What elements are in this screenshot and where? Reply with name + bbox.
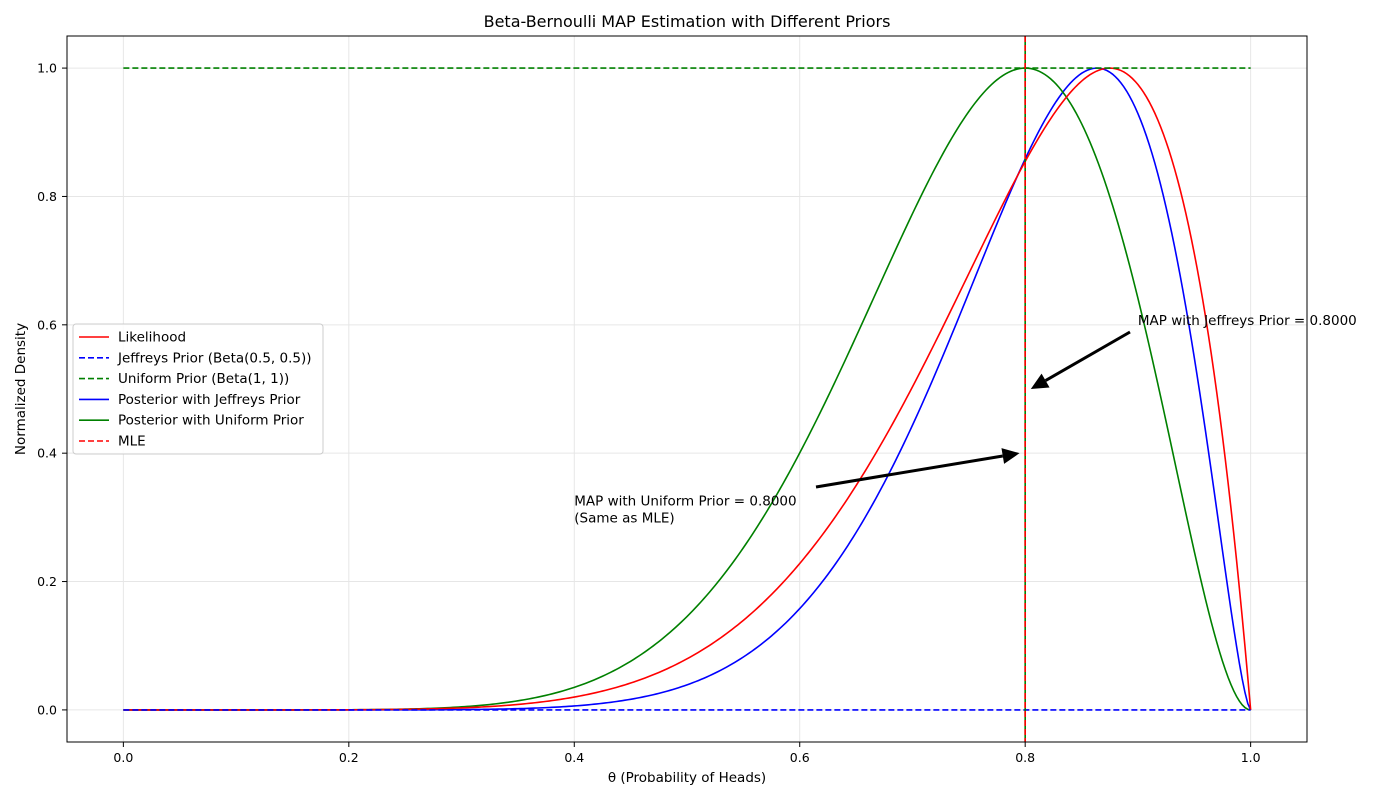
annotations: MAP with Uniform Prior = 0.8000(Same as … bbox=[574, 313, 1356, 527]
y-tick-label: 1.0 bbox=[37, 61, 57, 76]
legend-label: Jeffreys Prior (Beta(0.5, 0.5)) bbox=[117, 350, 312, 366]
x-tick-label: 0.0 bbox=[113, 750, 133, 765]
annotation-arrow bbox=[1044, 330, 1131, 382]
legend-label: Posterior with Uniform Prior bbox=[118, 413, 304, 429]
x-tick-label: 0.4 bbox=[564, 750, 584, 765]
y-tick-label: 0.6 bbox=[37, 317, 57, 332]
x-tick-label: 1.0 bbox=[1241, 750, 1261, 765]
y-axis-label: Normalized Density bbox=[13, 323, 29, 455]
x-tick-label: 0.6 bbox=[790, 750, 810, 765]
y-tick-label: 0.8 bbox=[37, 189, 57, 204]
y-tick-label: 0.0 bbox=[37, 702, 57, 717]
annotation-arrow bbox=[815, 454, 1004, 489]
x-axis-label: θ (Probability of Heads) bbox=[608, 770, 766, 786]
legend-label: MLE bbox=[118, 434, 146, 450]
legend-box bbox=[72, 323, 324, 455]
chart-title: Beta-Bernoulli MAP Estimation with Diffe… bbox=[484, 12, 891, 31]
annotation-arrowhead bbox=[1001, 448, 1020, 464]
annotation-arrowhead bbox=[1030, 373, 1050, 389]
axes-ticks: 0.0 0.2 0.4 0.6 0.8 1.0 0.0 0.2 0.4 0.6 0.8 1.0 bbox=[37, 61, 1261, 765]
annotation-text: MAP with Uniform Prior = 0.8000 bbox=[574, 493, 796, 509]
x-tick-label: 0.8 bbox=[1015, 750, 1035, 765]
annotation-subtext: (Same as MLE) bbox=[574, 510, 674, 526]
annotation-text: MAP with Jeffreys Prior = 0.8000 bbox=[1138, 313, 1357, 329]
series-line-0 bbox=[123, 67, 1252, 711]
legend-label: Likelihood bbox=[118, 330, 186, 346]
plot-lines bbox=[123, 36, 1252, 742]
x-tick-label: 0.2 bbox=[339, 750, 359, 765]
legend-label: Uniform Prior (Beta(1, 1)) bbox=[118, 371, 289, 387]
y-tick-label: 0.4 bbox=[37, 446, 57, 461]
legend-label: Posterior with Jeffreys Prior bbox=[118, 392, 301, 408]
legend: Likelihood Jeffreys Prior (Beta(0.5, 0.5)… bbox=[72, 323, 324, 455]
y-tick-label: 0.2 bbox=[37, 574, 57, 589]
plot-frame bbox=[66, 35, 1308, 743]
